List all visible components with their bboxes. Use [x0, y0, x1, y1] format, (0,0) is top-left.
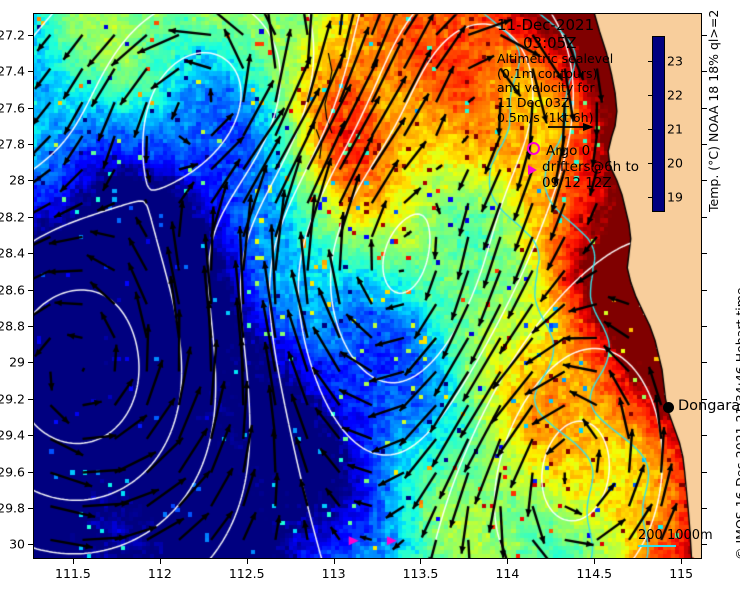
- y-tick-mark-right: [702, 71, 707, 73]
- y-tick-mark-right: [702, 544, 707, 546]
- description-line-3: 11 Dec 03Z: [497, 94, 570, 110]
- dongara-city-marker: [663, 402, 675, 414]
- x-tick-label-2: 112.5: [228, 566, 265, 581]
- colorbar-tick-mark: [648, 129, 652, 131]
- y-tick-label-8: 28.8: [0, 318, 25, 334]
- y-tick-mark: [28, 107, 33, 109]
- y-tick-mark-right: [702, 216, 707, 218]
- colorbar-tick-mark: [648, 162, 652, 164]
- argo-legend-label: Argo 0: [546, 143, 591, 159]
- y-tick-label-4: 28: [9, 172, 25, 188]
- y-tick-mark: [28, 326, 33, 328]
- title-annotation-block: 11-Dec-2021 03:05Z Altimetric sealevel (…: [497, 16, 614, 125]
- x-tick-label-5: 114: [495, 566, 520, 581]
- velocity-vector-overlay-canvas: [33, 13, 702, 559]
- colorbar-tick-label-0: 19: [667, 189, 683, 205]
- y-tick-label-1: 27.4: [0, 63, 25, 79]
- colorbar-tick-label-4: 23: [667, 53, 683, 69]
- x-tick-label-1: 112: [147, 566, 172, 581]
- colorbar-tick-label-2: 21: [667, 121, 683, 137]
- description-line-2: and velocity for: [497, 80, 595, 96]
- description-line-1: (0.1m contours): [497, 65, 598, 81]
- y-tick-mark: [28, 253, 33, 255]
- y-tick-mark: [28, 289, 33, 291]
- description-line-4: 0.5m/s (1kt 6h): [497, 109, 594, 125]
- y-tick-label-5: 28.2: [0, 209, 25, 225]
- y-tick-mark-right: [702, 253, 707, 255]
- y-tick-label-10: 29.2: [0, 391, 25, 407]
- drifter-legend-label-line2: 09/12 12Z: [542, 175, 612, 191]
- colorbar-tick-label-3: 22: [667, 87, 683, 103]
- x-tick-label-7: 115: [669, 566, 694, 581]
- y-tick-label-6: 28.4: [0, 245, 25, 261]
- copyright-credit-label: © IMOS 16-Dec-2021 21:34:46 Hobart time: [733, 287, 740, 560]
- x-tick-mark: [681, 559, 683, 564]
- y-tick-mark: [28, 544, 33, 546]
- y-tick-mark: [28, 362, 33, 364]
- title-date: 11-Dec-2021: [497, 16, 595, 34]
- y-tick-label-2: 27.6: [0, 100, 25, 116]
- x-tick-label-3: 113: [321, 566, 346, 581]
- colorbar-tick-label-1: 20: [667, 155, 683, 171]
- y-tick-label-9: 29: [9, 354, 25, 370]
- argo-float-marker-icon: [527, 142, 540, 155]
- y-tick-mark-right: [702, 435, 707, 437]
- y-tick-mark-right: [702, 362, 707, 364]
- x-tick-label-4: 113.5: [402, 566, 439, 581]
- y-tick-mark: [28, 398, 33, 400]
- y-tick-mark: [28, 34, 33, 36]
- y-tick-mark: [28, 216, 33, 218]
- x-tick-mark: [72, 559, 74, 564]
- y-tick-label-13: 29.8: [0, 500, 25, 516]
- colorbar-tick-mark: [648, 196, 652, 198]
- title-time: 03:05Z: [523, 33, 577, 52]
- drifter-marker-icon: [528, 165, 537, 175]
- description-line-0: Altimetric sealevel: [497, 51, 614, 67]
- x-tick-mark: [420, 559, 422, 564]
- map-plot-area[interactable]: [33, 13, 702, 559]
- y-tick-mark-right: [702, 471, 707, 473]
- x-tick-label-6: 114.5: [576, 566, 613, 581]
- colorbar-tick-mark: [648, 95, 652, 97]
- y-tick-mark-right: [702, 144, 707, 146]
- x-tick-mark: [594, 559, 596, 564]
- x-tick-mark: [246, 559, 248, 564]
- y-tick-label-0: 27.2: [0, 27, 25, 43]
- y-tick-mark: [28, 435, 33, 437]
- x-tick-mark: [507, 559, 509, 564]
- y-tick-mark: [28, 180, 33, 182]
- temperature-colorbar: [652, 36, 665, 212]
- velocity-scale-arrow-icon: [548, 123, 594, 131]
- y-tick-label-3: 27.8: [0, 136, 25, 152]
- y-tick-mark-right: [702, 107, 707, 109]
- dongara-city-label: Dongara: [677, 397, 740, 414]
- bathymetry-scale-label: 200 1000m: [638, 528, 713, 543]
- y-tick-mark: [28, 71, 33, 73]
- colorbar-axis-label: Temp. (°C) NOAA 18 18% ql>=2: [706, 9, 721, 212]
- y-tick-mark: [28, 144, 33, 146]
- y-tick-mark-right: [702, 180, 707, 182]
- colorbar-gradient: [653, 37, 664, 211]
- y-tick-mark-right: [702, 34, 707, 36]
- x-tick-mark: [333, 559, 335, 564]
- x-tick-mark: [159, 559, 161, 564]
- y-tick-label-12: 29.6: [0, 464, 25, 480]
- y-tick-mark-right: [702, 326, 707, 328]
- y-tick-mark-right: [702, 398, 707, 400]
- y-tick-mark-right: [702, 289, 707, 291]
- y-tick-mark: [28, 508, 33, 510]
- y-tick-mark: [28, 471, 33, 473]
- y-tick-label-11: 29.4: [0, 427, 25, 443]
- y-tick-label-14: 30: [9, 536, 25, 552]
- drifter-legend-label-line1: drifters@6h to: [542, 159, 640, 175]
- x-tick-label-0: 111.5: [55, 566, 91, 581]
- y-tick-mark-right: [702, 508, 707, 510]
- bathymetry-scale-line: [638, 545, 676, 547]
- colorbar-tick-mark: [648, 61, 652, 63]
- y-tick-label-7: 28.6: [0, 282, 25, 298]
